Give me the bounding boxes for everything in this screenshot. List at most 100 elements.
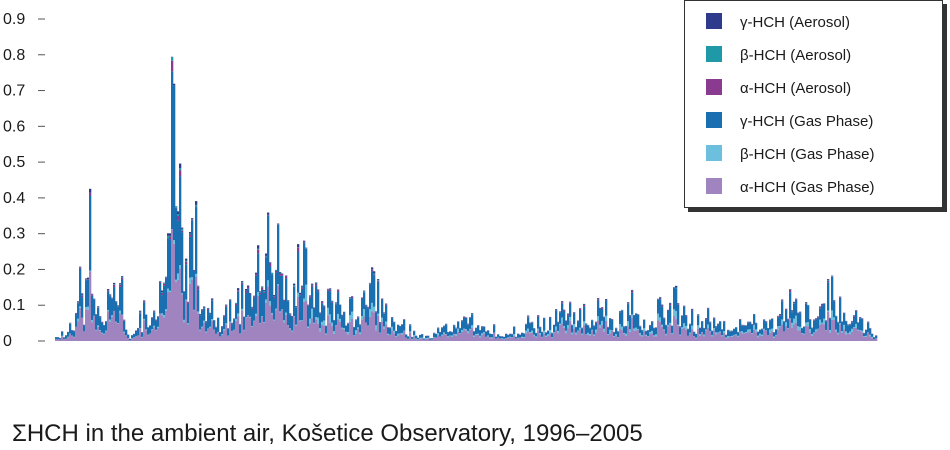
stacked-bar-segment [95, 314, 98, 315]
stacked-bar-segment [851, 321, 854, 323]
stacked-bar-segment [723, 331, 726, 334]
stacked-bar-segment [389, 328, 392, 335]
stacked-bar-segment [451, 335, 454, 337]
stacked-bar-segment [457, 328, 460, 332]
stacked-bar-segment [523, 336, 526, 338]
stacked-bar-segment [223, 316, 226, 329]
stacked-bar-segment [277, 285, 280, 341]
stacked-bar-segment [173, 243, 176, 341]
stacked-bar-segment [241, 282, 244, 284]
stacked-bar-segment [521, 337, 524, 341]
stacked-bar-segment [381, 299, 384, 318]
stacked-bar-segment [493, 325, 496, 333]
stacked-bar-segment [107, 291, 110, 310]
stacked-bar-segment [269, 301, 272, 306]
stacked-bar-segment [317, 290, 320, 292]
stacked-bar-segment [63, 337, 66, 339]
stacked-bar-segment [145, 329, 148, 331]
stacked-bar-segment [461, 320, 464, 321]
stacked-bar-segment [307, 305, 310, 306]
stacked-bar-segment [171, 60, 174, 72]
stacked-bar-segment [193, 310, 196, 341]
stacked-bar-segment [615, 334, 618, 336]
stacked-bar-segment [495, 336, 498, 339]
stacked-bar-segment [349, 315, 352, 322]
stacked-bar-segment [87, 277, 90, 280]
stacked-bar-segment [827, 310, 830, 312]
stacked-bar-segment [157, 326, 160, 328]
legend-label: α-HCH (Gas Phase) [740, 179, 875, 196]
stacked-bar-segment [117, 305, 120, 307]
stacked-bar-segment [473, 331, 476, 336]
stacked-bar-segment [257, 249, 260, 254]
stacked-bar-segment [285, 276, 288, 279]
stacked-bar-segment [263, 291, 266, 293]
stacked-bar-segment [321, 301, 324, 303]
stacked-bar-segment [187, 324, 190, 341]
stacked-bar-segment [193, 271, 196, 310]
stacked-bar-segment [575, 334, 578, 341]
stacked-bar-segment [665, 325, 668, 334]
stacked-bar-segment [679, 334, 682, 336]
stacked-bar-segment [807, 326, 810, 341]
stacked-bar-segment [549, 330, 552, 334]
stacked-bar-segment [309, 296, 312, 298]
stacked-bar-segment [753, 329, 756, 341]
stacked-bar-segment [299, 295, 302, 321]
stacked-bar-segment [393, 322, 396, 331]
stacked-bar-segment [409, 325, 412, 332]
stacked-bar-segment [657, 320, 660, 341]
legend-swatch [706, 145, 722, 161]
stacked-bar-segment [611, 319, 614, 321]
stacked-bar-segment [533, 334, 536, 337]
stacked-bar-segment [833, 300, 836, 302]
stacked-bar-segment [331, 301, 334, 303]
stacked-bar-segment [847, 333, 850, 341]
stacked-bar-segment [539, 333, 542, 335]
stacked-bar-segment [737, 335, 740, 337]
stacked-bar-segment [789, 289, 792, 293]
stacked-bar-segment [471, 325, 474, 329]
stacked-bar-segment [691, 325, 694, 330]
stacked-bar-segment [783, 321, 786, 332]
stacked-bar-segment [151, 329, 154, 330]
stacked-bar-segment [259, 291, 262, 292]
stacked-bar-segment [269, 263, 272, 267]
stacked-bar-segment [529, 333, 532, 341]
stacked-bar-segment [407, 339, 410, 341]
stacked-bar-segment [761, 329, 764, 335]
stacked-bar-segment [351, 311, 354, 319]
stacked-bar-segment [791, 327, 794, 341]
stacked-bar-segment [463, 329, 466, 341]
stacked-bar-segment [335, 302, 338, 304]
stacked-bar-segment [185, 258, 188, 261]
stacked-bar-segment [629, 315, 632, 317]
stacked-bar-segment [527, 316, 530, 318]
stacked-bar-segment [571, 334, 574, 341]
stacked-bar-segment [303, 298, 306, 302]
stacked-bar-segment [759, 333, 762, 336]
stacked-bar-segment [727, 337, 730, 341]
stacked-bar-segment [633, 315, 636, 329]
stacked-bar-segment [773, 332, 776, 337]
stacked-bar-segment [247, 315, 250, 341]
stacked-bar-segment [763, 320, 766, 329]
stacked-bar-segment [557, 330, 560, 334]
stacked-bar-segment [299, 294, 302, 296]
stacked-bar-segment [255, 275, 258, 314]
stacked-bar-segment [619, 310, 622, 312]
stacked-bar-segment [99, 317, 102, 331]
stacked-bar-segment [703, 334, 706, 337]
stacked-bar-segment [439, 332, 442, 337]
stacked-bar-segment [85, 278, 88, 280]
stacked-bar-segment [629, 316, 632, 330]
stacked-bar-segment [559, 312, 562, 324]
stacked-bar-segment [861, 318, 864, 320]
stacked-bar-segment [325, 326, 328, 334]
stacked-bar-segment [265, 255, 268, 257]
stacked-bar-segment [333, 331, 336, 334]
stacked-bar-segment [833, 320, 836, 341]
stacked-bar-segment [817, 317, 820, 319]
stacked-bar-segment [295, 325, 298, 341]
stacked-bar-segment [441, 335, 444, 341]
